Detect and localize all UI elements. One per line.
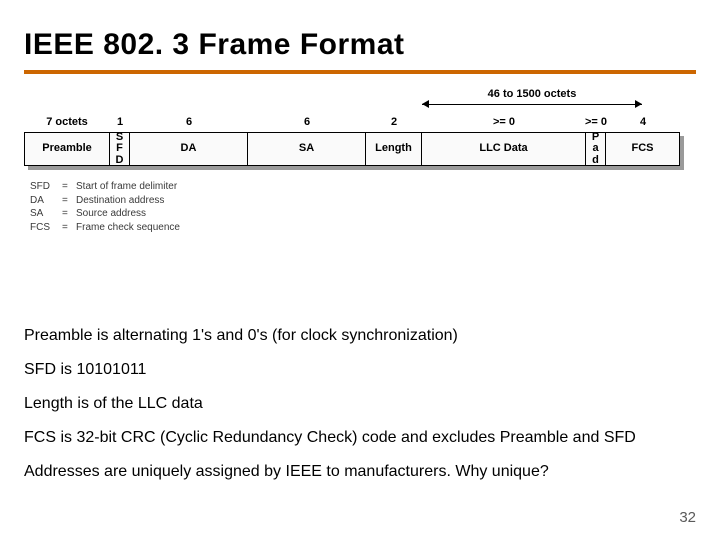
field-cell: SFD — [110, 132, 130, 166]
page-number: 32 — [679, 509, 696, 526]
field-cell: DA — [130, 132, 248, 166]
slide: IEEE 802. 3 Frame Format 46 to 1500 octe… — [0, 0, 720, 540]
slide-title: IEEE 802. 3 Frame Format — [24, 28, 696, 62]
octet-label: 1 — [117, 116, 123, 128]
legend-value: Start of frame delimiter — [76, 180, 177, 194]
legend-row: DA=Destination address — [30, 194, 180, 208]
range-arrow — [422, 100, 642, 110]
legend-value: Source address — [76, 207, 146, 221]
paragraph: Addresses are uniquely assigned by IEEE … — [24, 462, 696, 482]
paragraph: Length is of the LLC data — [24, 394, 696, 414]
legend-eq: = — [62, 180, 76, 194]
octet-label: 7 octets — [46, 116, 88, 128]
octet-label: 6 — [186, 116, 192, 128]
paragraph: SFD is 10101011 — [24, 360, 696, 380]
octet-label: 2 — [391, 116, 397, 128]
legend-eq: = — [62, 194, 76, 208]
octet-label: >= 0 — [585, 116, 607, 128]
legend-key: SFD — [30, 180, 62, 194]
range-label: 46 to 1500 octets — [422, 88, 642, 100]
field-cell: LLC Data — [422, 132, 586, 166]
field-cell: Preamble — [24, 132, 110, 166]
legend-row: SFD=Start of frame delimiter — [30, 180, 180, 194]
frame-diagram: 46 to 1500 octets 7 octets1662>= 0>= 04 … — [24, 88, 696, 218]
legend-key: FCS — [30, 221, 62, 235]
paragraph: FCS is 32-bit CRC (Cyclic Redundancy Che… — [24, 428, 696, 448]
octet-label: 4 — [640, 116, 646, 128]
legend-eq: = — [62, 221, 76, 235]
legend-eq: = — [62, 207, 76, 221]
field-cell: SA — [248, 132, 366, 166]
legend-value: Destination address — [76, 194, 164, 208]
field-cell: Pad — [586, 132, 606, 166]
field-cell: FCS — [606, 132, 680, 166]
paragraph: Preamble is alternating 1's and 0's (for… — [24, 326, 696, 346]
body-text: Preamble is alternating 1's and 0's (for… — [24, 326, 696, 496]
title-underline — [24, 70, 696, 74]
legend-row: FCS=Frame check sequence — [30, 221, 180, 235]
field-cell: Length — [366, 132, 422, 166]
legend-key: SA — [30, 207, 62, 221]
legend-row: SA=Source address — [30, 207, 180, 221]
legend: SFD=Start of frame delimiterDA=Destinati… — [30, 180, 180, 234]
fields-row: PreambleSFDDASALengthLLC DataPadFCS — [24, 132, 680, 166]
legend-key: DA — [30, 194, 62, 208]
range-bar — [422, 104, 642, 105]
octet-label: >= 0 — [493, 116, 515, 128]
legend-value: Frame check sequence — [76, 221, 180, 235]
field-cell-letter: D — [116, 155, 124, 167]
arrow-right-icon — [635, 100, 642, 108]
octet-label: 6 — [304, 116, 310, 128]
range-indicator: 46 to 1500 octets — [422, 88, 642, 110]
field-cell-letter: d — [592, 155, 599, 167]
